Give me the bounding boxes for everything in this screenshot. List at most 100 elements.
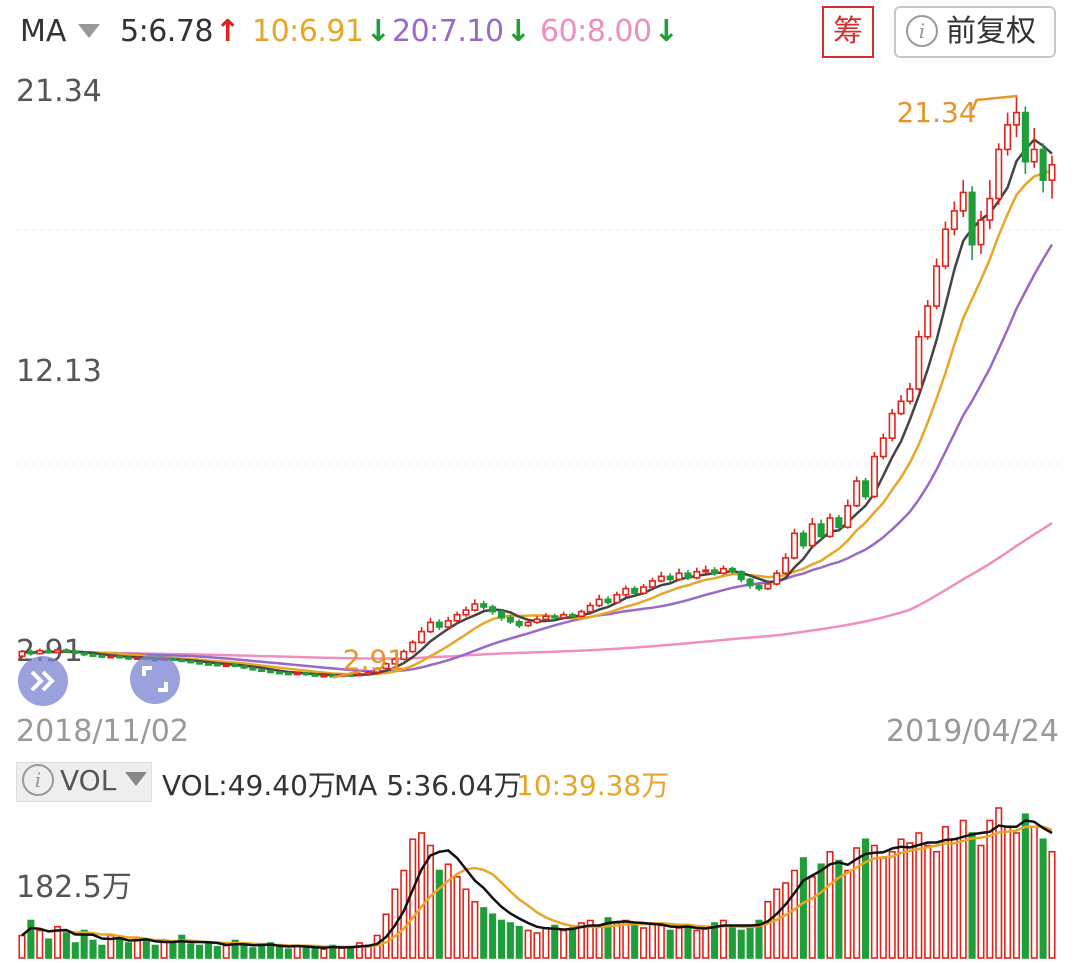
candle-body xyxy=(657,575,665,582)
volume-bar xyxy=(542,927,550,959)
candle-body xyxy=(231,663,239,668)
candle-body xyxy=(462,609,470,616)
volume-bar xyxy=(409,838,417,959)
volume-bar xyxy=(187,943,195,959)
volume-bar xyxy=(764,900,772,959)
volume-bar xyxy=(258,944,266,959)
candle-body xyxy=(506,616,514,623)
volume-bar xyxy=(71,942,79,959)
volume-bar xyxy=(560,929,568,959)
volume-dropdown-caret-icon[interactable] xyxy=(125,772,147,786)
fullscreen-button[interactable] xyxy=(130,654,180,704)
volume-bar xyxy=(941,825,950,959)
volume-bar xyxy=(888,850,896,959)
candle-body xyxy=(480,603,488,608)
ma10-line xyxy=(21,169,1053,676)
candle-body xyxy=(879,437,887,458)
candle-body xyxy=(835,517,843,528)
volume-bar xyxy=(693,929,701,959)
candle-body xyxy=(897,400,905,415)
candle-body xyxy=(684,572,692,579)
volume-bar xyxy=(524,929,532,959)
dropdown-caret-icon[interactable] xyxy=(78,24,100,38)
volume-info-icon[interactable]: i xyxy=(18,764,54,800)
volume-bar xyxy=(444,863,452,959)
volume-bar xyxy=(551,924,559,959)
candle-body xyxy=(524,621,532,627)
candle-body xyxy=(89,653,97,657)
volume-bar xyxy=(808,875,816,959)
candle-body xyxy=(213,663,221,667)
volume-bar xyxy=(924,844,932,959)
volume-bar xyxy=(18,934,26,959)
candle-body xyxy=(888,412,896,439)
volume-bar xyxy=(89,939,97,959)
volume-bar xyxy=(471,900,479,959)
candle-body xyxy=(222,663,230,668)
volume-indicator-label[interactable]: VOL xyxy=(60,764,117,797)
volume-bar xyxy=(284,948,292,959)
volume-bar xyxy=(568,927,577,959)
candle-body xyxy=(418,630,426,644)
volume-bar xyxy=(835,859,843,959)
candle-body xyxy=(986,197,994,221)
indicator-selector-label[interactable]: MA xyxy=(20,14,67,49)
volume-bar xyxy=(320,948,328,959)
candle-body xyxy=(764,583,772,590)
volume-bar xyxy=(62,932,70,959)
volume-bar xyxy=(302,947,310,959)
volume-bar xyxy=(329,944,337,959)
volume-bar xyxy=(577,922,585,959)
candle-body xyxy=(933,265,941,307)
candle-body xyxy=(568,613,577,618)
volume-bar xyxy=(622,919,630,959)
volume-bar xyxy=(870,844,878,959)
volume-bar xyxy=(116,937,124,959)
candle-body xyxy=(400,650,408,661)
candle-body xyxy=(790,532,799,559)
vol-value: VOL:49.40万 xyxy=(162,769,336,802)
candle-body xyxy=(1039,148,1047,181)
ma60-line xyxy=(21,522,1053,660)
candle-body xyxy=(284,672,292,676)
volume-bar xyxy=(799,857,807,959)
price-adjust-button[interactable]: i 前复权 xyxy=(894,6,1056,58)
volume-bar xyxy=(80,929,88,959)
volume-bar xyxy=(196,944,204,959)
ma10-text: 10:6.91 xyxy=(252,14,364,49)
volume-bar xyxy=(728,924,736,959)
candle-body xyxy=(924,305,932,338)
chip-distribution-button[interactable]: 筹 xyxy=(822,6,874,58)
candle-body xyxy=(204,662,213,666)
candle-body xyxy=(435,621,443,628)
min-annotation-label: 2.91 xyxy=(343,643,405,676)
date-start: 2018/11/02 xyxy=(16,714,189,749)
volume-bar xyxy=(861,838,870,959)
volume-bar xyxy=(533,932,541,959)
candle-body xyxy=(906,388,914,403)
ma20-text: 20:7.10 xyxy=(392,14,504,49)
volume-bar xyxy=(586,919,594,959)
candle-body xyxy=(53,649,62,654)
volume-bar xyxy=(133,938,141,959)
candle-body xyxy=(116,655,124,659)
volume-bar xyxy=(684,924,692,959)
volume-bar xyxy=(613,922,621,959)
volume-bar xyxy=(702,927,710,959)
ma10-value: 10:6.91↓ xyxy=(252,14,391,49)
volume-bar xyxy=(151,944,159,959)
volume-bar xyxy=(790,869,799,959)
candle-body xyxy=(320,674,328,678)
candle-body xyxy=(675,572,683,581)
ma20-value: 20:7.10↓ xyxy=(392,14,531,49)
candle-body xyxy=(515,620,523,627)
volume-bar xyxy=(773,888,781,959)
candle-body xyxy=(959,191,967,212)
scroll-left-button[interactable] xyxy=(18,656,68,706)
candle-body xyxy=(853,480,861,507)
volume-bar xyxy=(631,924,639,959)
candle-body xyxy=(808,523,816,547)
ma20-arrow-icon: ↓ xyxy=(505,14,531,49)
ma10-arrow-icon: ↓ xyxy=(365,14,391,49)
